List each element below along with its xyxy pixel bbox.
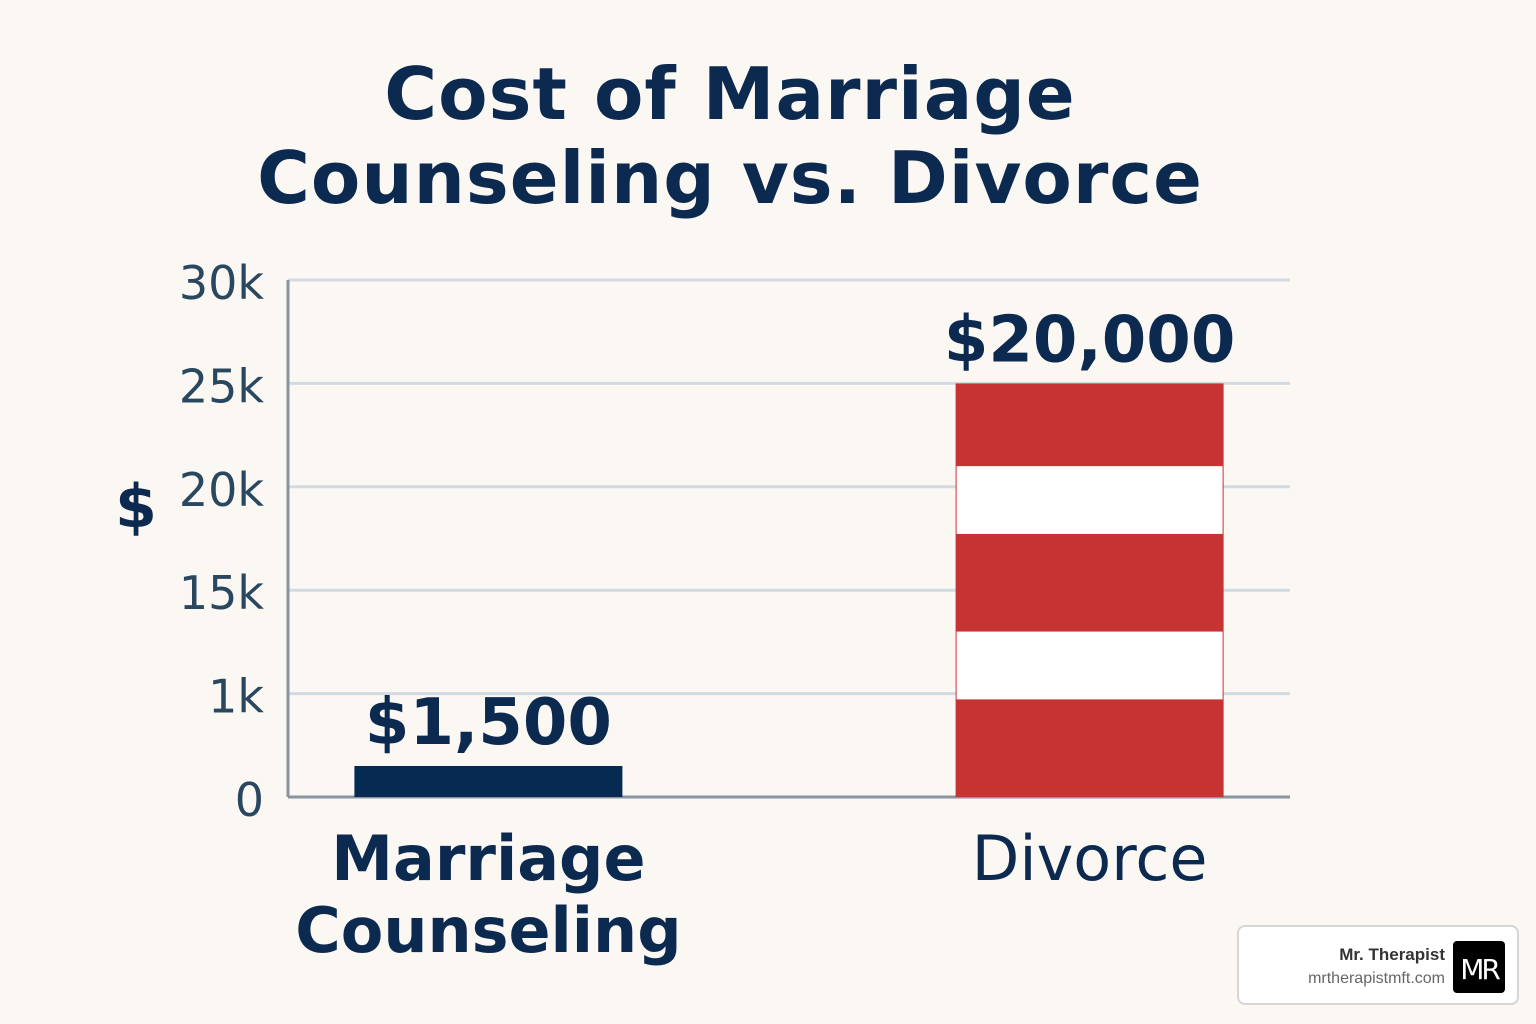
brand-url: mrtherapistmft.com [1308,970,1445,987]
bar [354,765,623,797]
y-tick-label: 30k [179,256,265,310]
y-axis-label: $ [115,472,157,542]
y-tick-label: 25k [179,359,265,413]
x-tick-label: Counseling [295,894,681,967]
y-tick-label: 1k [208,670,264,724]
chart-title-line-1: Cost of Marriage [384,52,1076,136]
y-tick-label: 0 [235,773,264,827]
bar-stripe [956,466,1223,534]
brand-name: Mr. Therapist [1339,945,1445,964]
y-tick-label: 20k [179,463,265,517]
brand-badge[interactable]: Mr. Therapist mrtherapistmft.com MR [1237,925,1519,1005]
brand-logo-text: MR [1460,953,1500,986]
bar [955,383,1224,797]
brand-logo-mark: MR [1460,953,1503,986]
bar-value-label: $1,500 [365,686,612,760]
bar-value-label: $20,000 [944,303,1236,377]
bar-stripe [956,631,1223,700]
chart-title-line-2: Counseling vs. Divorce [257,136,1203,220]
x-tick-label: Marriage [331,822,645,895]
brand-logo: MR [1453,941,1505,993]
x-tick-label: Divorce [972,822,1208,895]
y-tick-label: 15k [179,566,265,620]
chart-title: Cost of Marriage Counseling vs. Divorce [0,52,1460,220]
